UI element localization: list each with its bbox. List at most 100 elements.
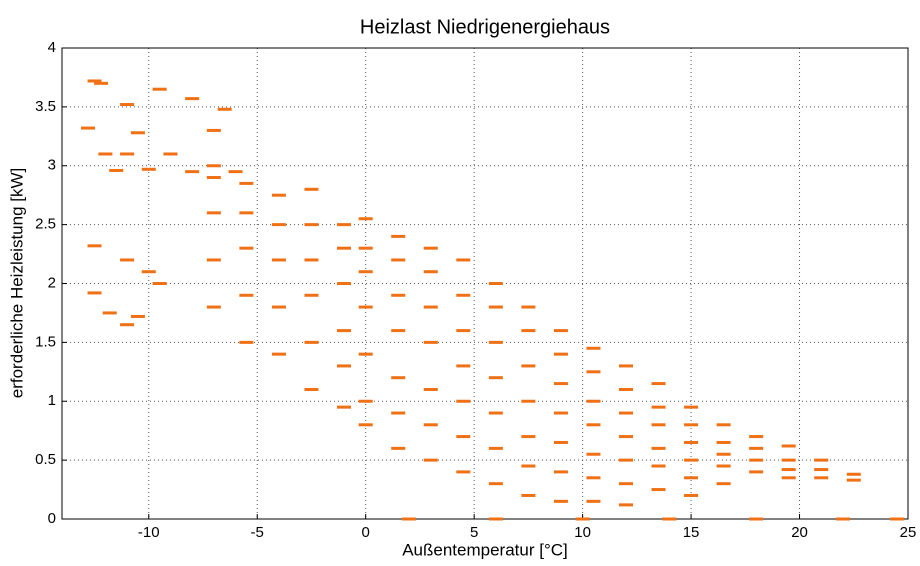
y-tick-label: 2 bbox=[48, 274, 56, 291]
point bbox=[391, 329, 406, 333]
point bbox=[271, 193, 286, 197]
point bbox=[152, 282, 167, 285]
point bbox=[337, 282, 351, 285]
point bbox=[651, 405, 666, 409]
point bbox=[391, 234, 406, 238]
point bbox=[120, 103, 135, 107]
x-tick-label: 25 bbox=[900, 524, 917, 541]
point bbox=[749, 458, 764, 462]
x-axis-label: Außentemperatur [°C] bbox=[402, 540, 568, 559]
point bbox=[217, 107, 232, 111]
x-tick-label: -5 bbox=[251, 524, 264, 541]
point bbox=[521, 493, 536, 497]
point bbox=[337, 246, 351, 250]
point bbox=[716, 452, 731, 456]
point bbox=[423, 340, 438, 344]
point bbox=[749, 470, 764, 474]
point bbox=[206, 164, 221, 168]
point bbox=[749, 435, 764, 439]
point bbox=[271, 352, 286, 356]
y-tick-label: 2.5 bbox=[35, 216, 56, 233]
point bbox=[619, 503, 633, 507]
point bbox=[304, 340, 319, 344]
point bbox=[814, 458, 829, 462]
point bbox=[521, 364, 536, 368]
point bbox=[391, 258, 406, 262]
point bbox=[206, 258, 221, 262]
point bbox=[456, 470, 471, 474]
point bbox=[81, 126, 96, 130]
point bbox=[586, 370, 601, 374]
point bbox=[488, 340, 503, 344]
point bbox=[304, 187, 319, 191]
point bbox=[488, 482, 503, 486]
point bbox=[120, 323, 135, 327]
point bbox=[271, 223, 286, 227]
point bbox=[846, 478, 861, 482]
point bbox=[651, 382, 666, 386]
x-tick-label: 20 bbox=[791, 524, 808, 541]
point bbox=[206, 176, 221, 180]
point bbox=[781, 458, 796, 462]
point bbox=[239, 181, 254, 185]
x-tick-label: 5 bbox=[470, 524, 478, 541]
point bbox=[239, 293, 254, 297]
point bbox=[358, 352, 373, 356]
x-tick-label: -10 bbox=[138, 524, 160, 541]
point bbox=[749, 446, 764, 450]
point bbox=[358, 305, 373, 309]
y-tick-label: 3.5 bbox=[35, 98, 56, 115]
point bbox=[619, 411, 633, 415]
y-axis-label: erforderliche Heizleistung [kW] bbox=[7, 168, 26, 399]
point bbox=[337, 364, 351, 368]
point bbox=[120, 152, 135, 156]
point bbox=[684, 493, 699, 497]
point bbox=[337, 223, 351, 227]
point bbox=[423, 423, 438, 427]
point bbox=[781, 476, 796, 480]
point bbox=[87, 244, 102, 248]
y-tick-label: 0.5 bbox=[35, 451, 56, 468]
point bbox=[402, 517, 417, 521]
point bbox=[814, 476, 829, 480]
point bbox=[391, 376, 406, 380]
point bbox=[337, 405, 351, 409]
point bbox=[651, 488, 666, 492]
point bbox=[521, 329, 536, 333]
point bbox=[586, 399, 601, 403]
point bbox=[684, 476, 699, 480]
point bbox=[619, 435, 633, 439]
point bbox=[358, 399, 373, 403]
y-tick-label: 1 bbox=[48, 392, 56, 409]
point bbox=[423, 270, 438, 274]
point bbox=[651, 446, 666, 450]
point bbox=[456, 435, 471, 439]
point bbox=[130, 131, 145, 135]
point bbox=[521, 305, 536, 309]
point bbox=[163, 152, 178, 156]
point bbox=[553, 440, 568, 444]
point bbox=[304, 293, 319, 297]
point bbox=[102, 311, 117, 315]
point bbox=[488, 305, 503, 309]
point bbox=[423, 458, 438, 462]
point bbox=[619, 458, 633, 462]
point bbox=[835, 517, 850, 521]
point bbox=[619, 482, 633, 486]
point bbox=[684, 405, 699, 409]
point bbox=[619, 387, 633, 391]
point bbox=[749, 517, 764, 521]
point bbox=[814, 468, 829, 472]
point bbox=[586, 452, 601, 456]
point bbox=[684, 440, 699, 444]
point bbox=[185, 170, 200, 174]
point bbox=[271, 258, 286, 262]
point bbox=[488, 282, 503, 285]
point bbox=[553, 499, 568, 503]
point bbox=[716, 423, 731, 427]
point bbox=[651, 423, 666, 427]
point bbox=[521, 435, 536, 439]
point bbox=[586, 346, 601, 350]
point bbox=[423, 246, 438, 250]
point bbox=[890, 517, 905, 521]
